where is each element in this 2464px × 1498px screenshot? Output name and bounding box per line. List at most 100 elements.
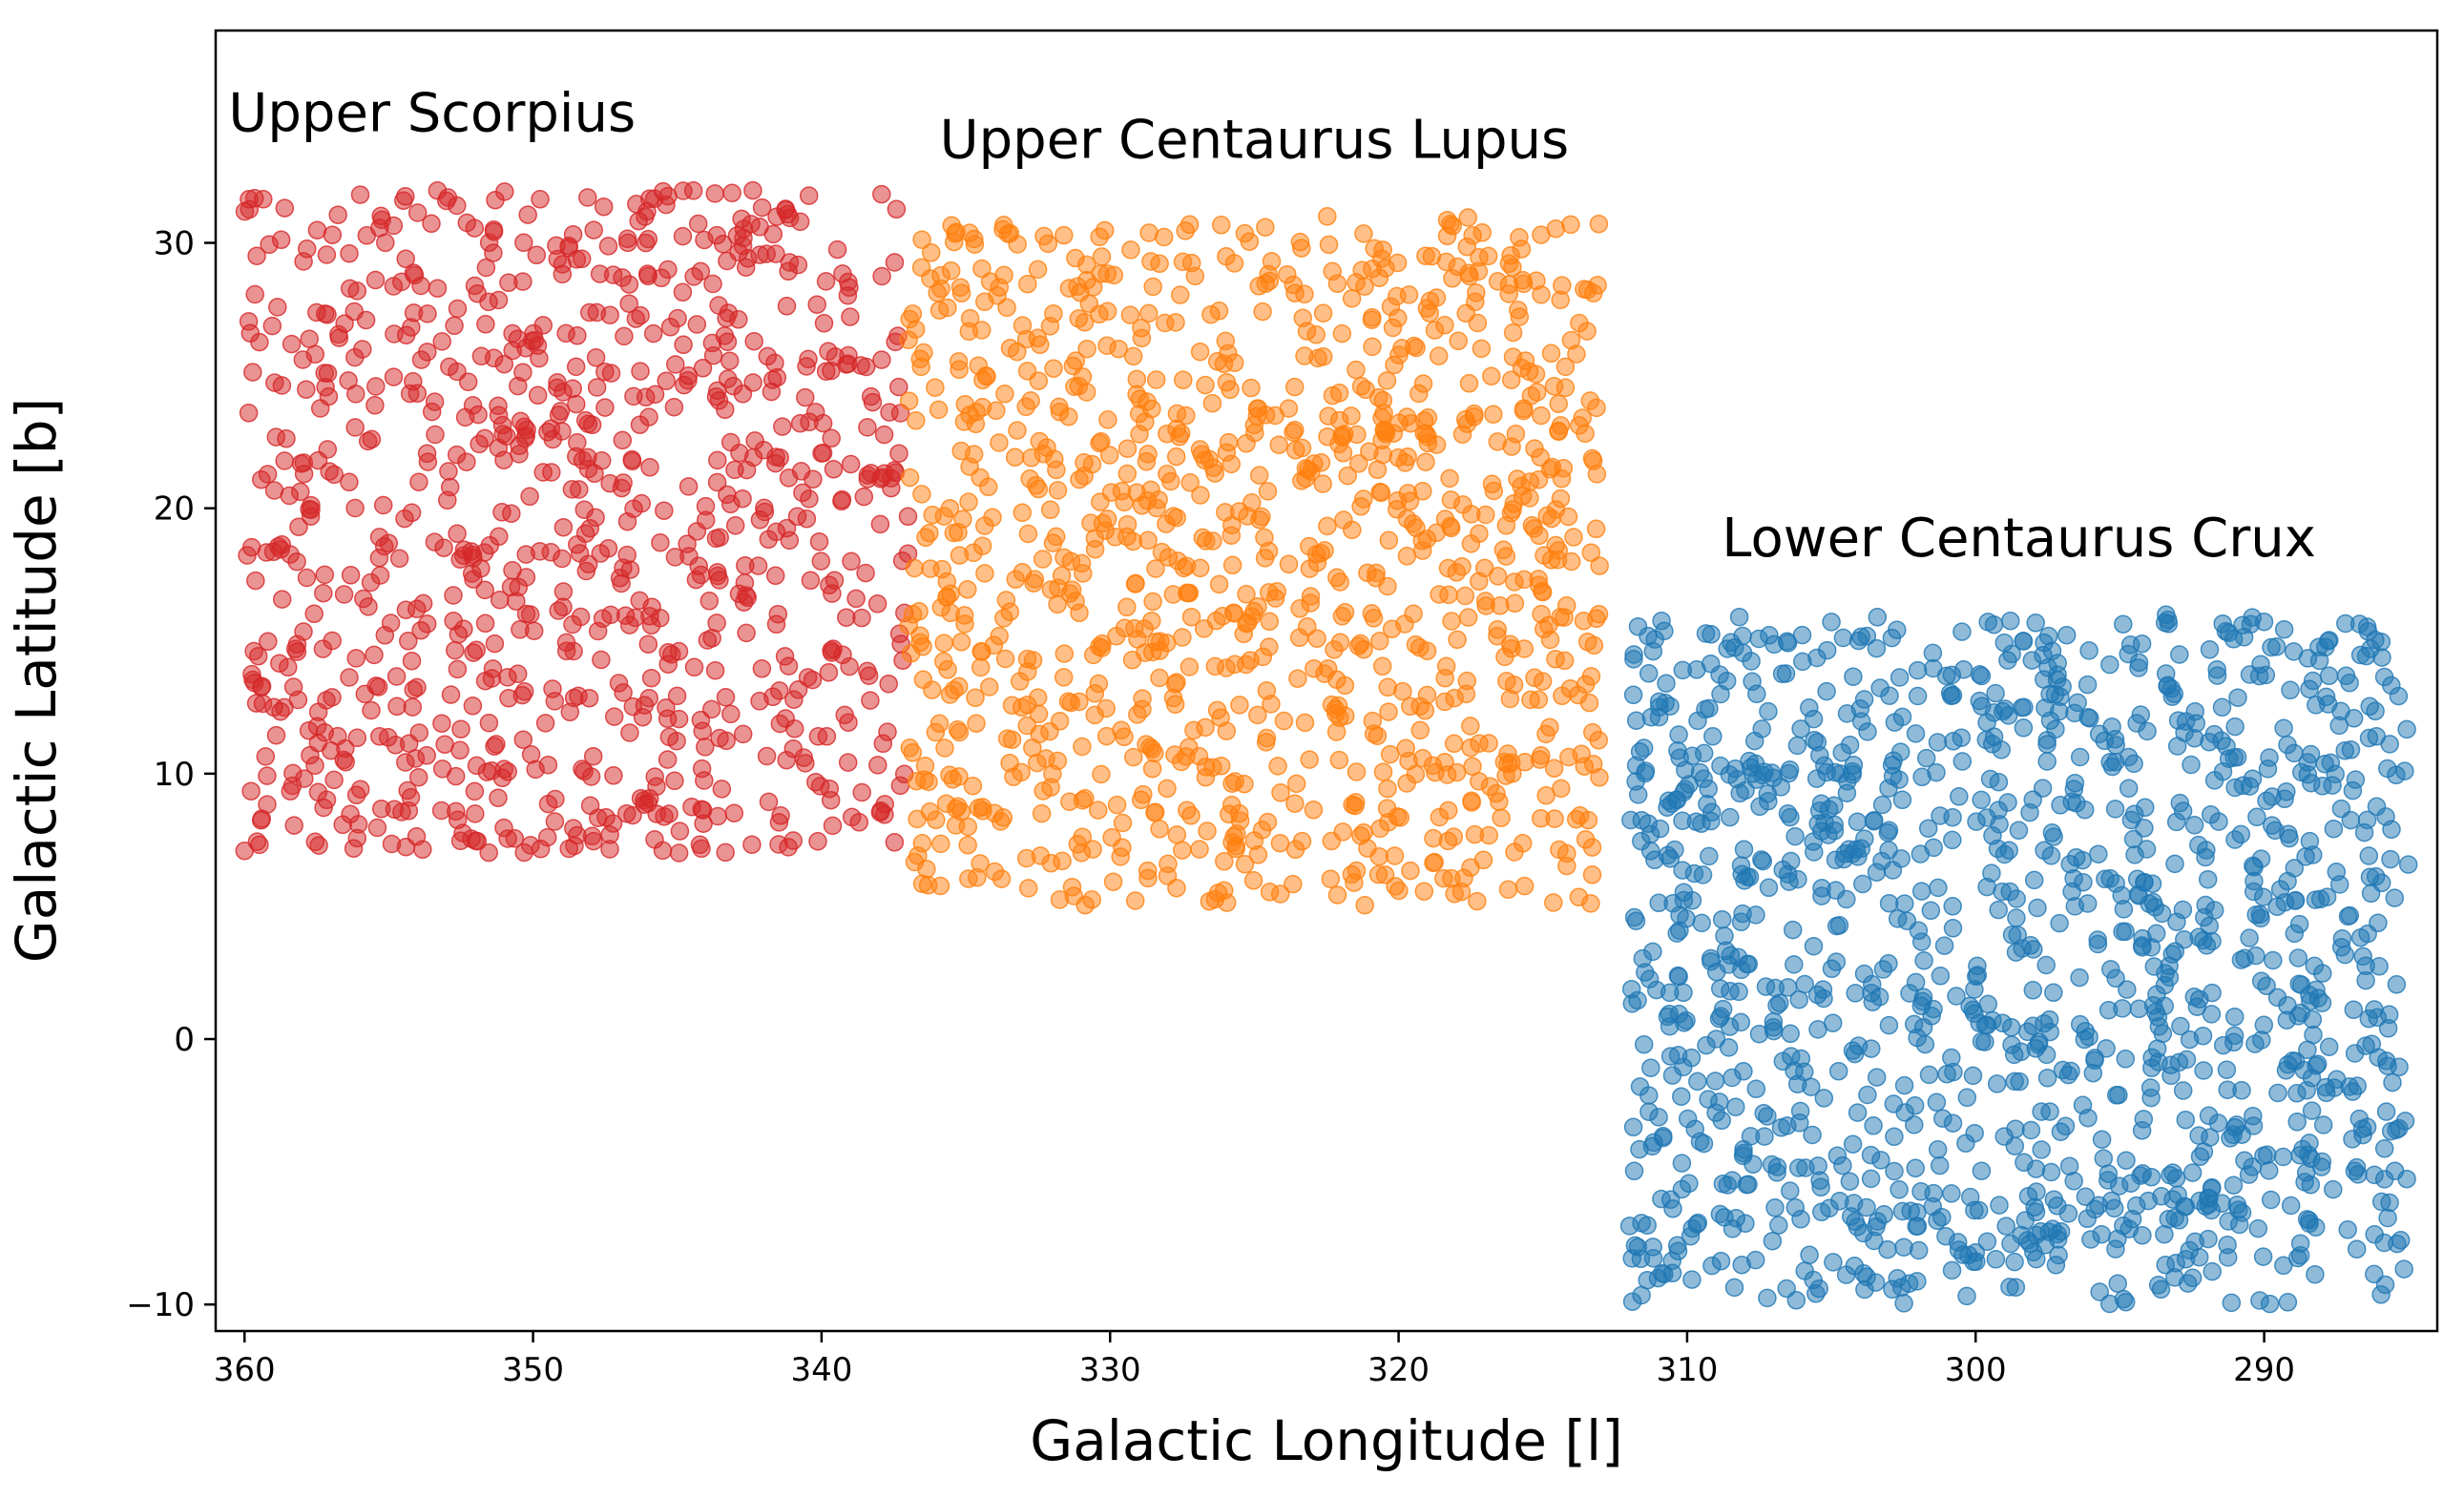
data-point <box>547 236 566 256</box>
data-point <box>1457 671 1477 691</box>
y-tick-label: 0 <box>174 1021 195 1059</box>
data-point <box>1300 536 1319 556</box>
data-point <box>1690 762 1710 782</box>
data-point <box>1060 792 1079 811</box>
data-point <box>2306 1264 2325 1284</box>
data-point <box>2302 1101 2322 1120</box>
data-point <box>1142 611 1161 631</box>
data-point <box>1918 819 1938 838</box>
data-point <box>2257 1145 2277 1165</box>
data-point <box>706 529 726 549</box>
data-point <box>2276 1061 2296 1080</box>
data-point <box>641 615 661 635</box>
data-point <box>254 190 273 209</box>
data-point <box>2251 908 2270 928</box>
data-point <box>516 545 535 564</box>
data-point <box>403 697 423 717</box>
data-point <box>1173 252 1193 272</box>
data-point <box>1439 585 1458 605</box>
data-point <box>1143 277 1162 297</box>
data-point <box>823 584 842 603</box>
data-point <box>1622 994 1642 1013</box>
data-point <box>297 239 317 259</box>
data-point <box>2001 1018 2021 1037</box>
data-point <box>807 295 826 314</box>
data-point <box>1557 843 1577 863</box>
data-point <box>932 559 952 579</box>
data-point <box>467 640 486 659</box>
data-point <box>1735 871 1754 890</box>
data-point <box>392 802 411 822</box>
data-point <box>1358 563 1377 583</box>
data-point <box>708 381 727 401</box>
data-point <box>2297 1081 2316 1100</box>
data-point <box>531 190 550 209</box>
data-point <box>1493 540 1514 560</box>
data-point <box>2161 678 2182 698</box>
data-point <box>616 606 636 625</box>
data-point <box>645 385 665 405</box>
data-point <box>586 348 606 367</box>
data-point <box>664 397 684 417</box>
data-point <box>272 590 292 609</box>
data-point <box>1288 669 1307 688</box>
data-point <box>1018 274 1037 294</box>
data-point <box>582 826 602 846</box>
data-point <box>1223 603 1243 622</box>
data-point <box>2286 891 2305 910</box>
data-point <box>1050 712 1070 731</box>
data-point <box>1977 1232 1997 1252</box>
data-point <box>667 686 687 706</box>
data-point <box>643 323 663 343</box>
data-point <box>1556 357 1576 377</box>
data-point <box>405 265 425 285</box>
data-point <box>1418 408 1438 427</box>
data-point <box>1133 689 1152 708</box>
data-point <box>2222 1293 2242 1313</box>
data-point <box>2002 926 2022 945</box>
x-tick-label: 360 <box>214 1351 276 1389</box>
data-point <box>854 487 874 507</box>
data-point <box>1625 1236 1645 1256</box>
data-point <box>2117 1151 2136 1170</box>
data-point <box>996 591 1016 610</box>
data-point <box>1989 772 2009 792</box>
data-point <box>1077 339 1096 359</box>
data-point <box>1258 812 1278 832</box>
data-point <box>779 261 798 281</box>
data-point <box>1746 1079 1766 1099</box>
data-point <box>822 428 841 448</box>
data-point <box>1295 713 1315 733</box>
data-point <box>1696 624 1716 643</box>
data-point <box>1636 763 1655 783</box>
data-point <box>1929 878 1948 898</box>
data-point <box>494 818 513 838</box>
data-point <box>960 308 980 328</box>
data-point <box>422 214 441 234</box>
data-point <box>1092 247 1112 266</box>
data-point <box>2227 1115 2246 1134</box>
data-point <box>1284 874 1303 894</box>
data-point <box>1840 1172 1860 1191</box>
data-point <box>666 355 685 374</box>
data-point <box>1142 759 1162 779</box>
data-point <box>872 350 891 369</box>
data-point <box>995 649 1015 669</box>
data-point <box>1190 558 1210 578</box>
data-point <box>1965 1123 1984 1143</box>
data-point <box>313 639 333 658</box>
data-point <box>1149 489 1168 510</box>
data-point <box>1772 664 1792 684</box>
data-point <box>1817 762 1836 782</box>
data-point <box>2119 779 2139 798</box>
data-point <box>1928 733 1948 752</box>
data-point <box>347 728 367 748</box>
data-point <box>355 684 375 704</box>
data-point <box>759 792 779 812</box>
data-point <box>1894 1294 1913 1313</box>
data-point <box>314 798 333 818</box>
data-point <box>1065 377 1084 397</box>
data-point <box>1180 738 1199 757</box>
data-point <box>509 376 528 396</box>
data-point <box>2247 807 2266 827</box>
